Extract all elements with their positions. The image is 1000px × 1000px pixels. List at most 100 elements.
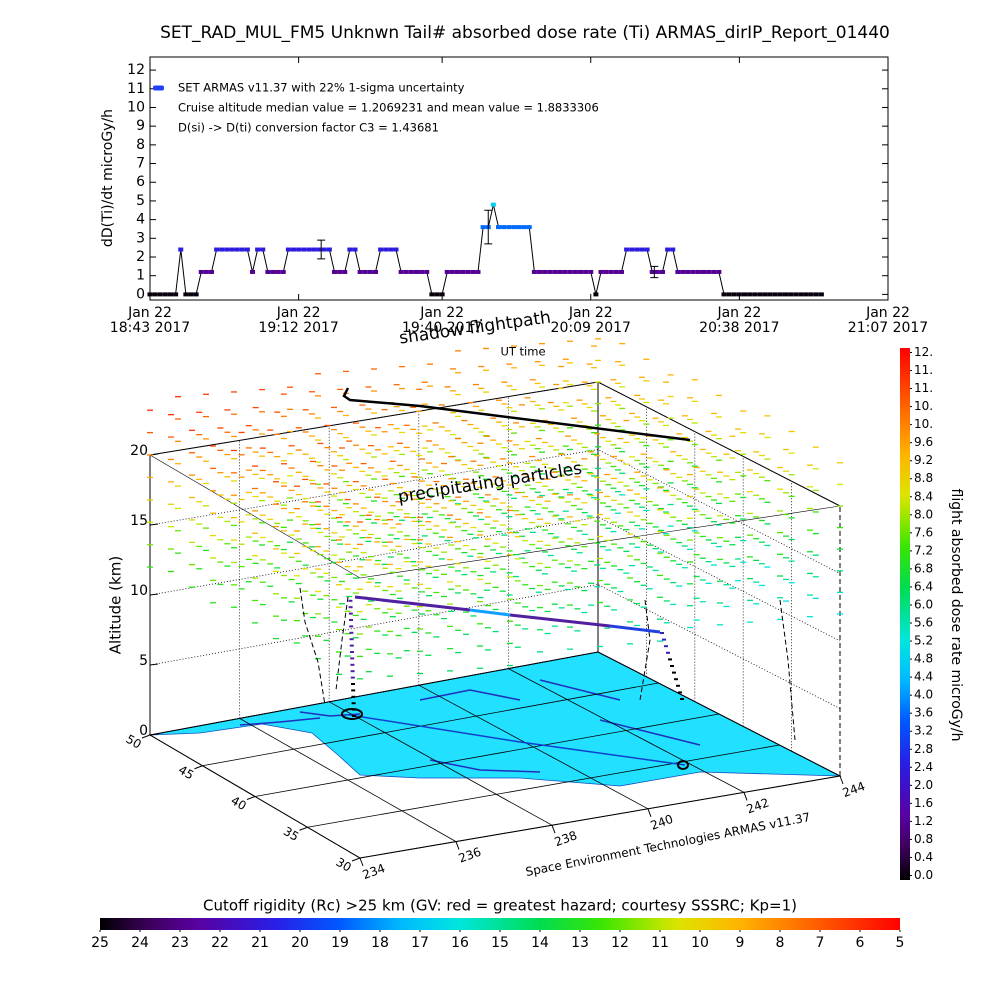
- colorbar-tick-label: 11.: [914, 381, 933, 395]
- z-grid-line: [149, 651, 841, 777]
- ascent-dot: [349, 638, 354, 641]
- data-point: [608, 269, 614, 274]
- data-point: [619, 269, 624, 274]
- projection-curve: [639, 599, 651, 701]
- colorbar-tick-label: 5.2: [914, 634, 933, 648]
- data-point: [562, 269, 568, 274]
- map-feature: [419, 689, 521, 701]
- lat-grid-line: [202, 682, 659, 767]
- data-point: [788, 292, 794, 297]
- lon-tick: [647, 808, 652, 817]
- ascent-dot: [348, 606, 353, 609]
- data-point: [542, 269, 548, 274]
- y-tick-label: 12: [127, 62, 145, 78]
- data-point: [690, 269, 696, 274]
- colorbar-tick-label: 11.: [914, 363, 933, 377]
- legend-marker: [153, 85, 164, 91]
- colorbar-label: Cutoff rigidity (Rc) >25 km (GV: red = g…: [203, 897, 797, 915]
- data-point: [183, 292, 189, 297]
- data-point: [665, 247, 671, 252]
- ascent-dot: [349, 619, 353, 621]
- ascent-dot: [348, 599, 353, 602]
- data-point: [265, 269, 271, 274]
- colorbar-tick-label: 8: [776, 935, 785, 951]
- error-bar: [650, 265, 659, 279]
- data-point: [772, 292, 778, 297]
- airport: [341, 708, 363, 720]
- ascent-dot: [351, 689, 356, 692]
- data-point: [244, 247, 250, 252]
- data-point: [311, 247, 317, 252]
- colorbar-label: flight absorbed dose rate microGy/h: [948, 489, 964, 742]
- data-point: [291, 247, 296, 252]
- data-point: [685, 269, 691, 274]
- data-point: [342, 269, 348, 274]
- colorbar-tick-label: 16: [451, 935, 469, 951]
- y-tick-label: 4: [136, 212, 145, 228]
- colorbar-tick-label: 22: [211, 935, 229, 951]
- data-point: [337, 269, 343, 274]
- data-point: [578, 269, 583, 274]
- data-point: [537, 269, 542, 274]
- data-point: [470, 269, 476, 274]
- descent-dot: [670, 665, 674, 667]
- data-point: [547, 269, 553, 274]
- colorbar-tick-label: 5.6: [914, 616, 933, 630]
- colorbar-tick-label: 8.0: [914, 507, 933, 521]
- lon-tick: [839, 775, 844, 785]
- data-point: [229, 247, 235, 252]
- flight-segment: [509, 613, 611, 628]
- data-point: [285, 247, 291, 252]
- data-point: [465, 269, 471, 274]
- data-point: [752, 292, 758, 297]
- data-point: [762, 292, 768, 297]
- data-point: [767, 292, 773, 297]
- data-point: [818, 292, 824, 297]
- descent-dot: [666, 651, 670, 654]
- data-point: [649, 269, 655, 274]
- colorbar-tick-label: 1.6: [914, 796, 933, 810]
- data-point: [209, 269, 214, 274]
- ascent-dot: [351, 683, 355, 685]
- data-point: [793, 292, 799, 297]
- data-point: [408, 269, 414, 274]
- data-point: [388, 247, 394, 252]
- data-point: [152, 292, 158, 297]
- colorbar-tick-label: 10.: [914, 417, 933, 431]
- ascent-dot: [349, 644, 354, 647]
- x-tick-label: Jan 22 18:43 2017: [109, 305, 191, 336]
- data-point: [695, 269, 701, 274]
- data-point: [701, 269, 706, 274]
- data-point: [193, 292, 199, 297]
- data-point: [239, 247, 245, 252]
- ascent-dot: [351, 702, 356, 705]
- descent-dot: [680, 698, 684, 700]
- plot-frame: [149, 56, 889, 301]
- data-point: [634, 247, 640, 252]
- ascent-dot: [350, 663, 355, 666]
- data-point: [777, 292, 783, 297]
- data-point: [173, 292, 179, 297]
- y-tick-label: 9: [136, 118, 145, 134]
- z-tick-label: 20: [130, 443, 148, 459]
- y-axis-label: dD(Ti)/dt microGy/h: [100, 109, 116, 247]
- lon-tick: [455, 841, 460, 850]
- x-tick-label: Jan 22 20:38 2017: [699, 305, 780, 336]
- colorbar-tick-label: 1.2: [914, 814, 933, 828]
- colorbar-tick-label: 9.6: [914, 435, 933, 449]
- colorbar-tick-label: 7: [816, 935, 825, 951]
- z-tick: [149, 663, 159, 666]
- lon-grid-line: [418, 684, 649, 810]
- data-point: [362, 269, 368, 274]
- data-point: [403, 269, 409, 274]
- shadow-flightpath: [342, 387, 691, 442]
- lat-tick: [299, 826, 308, 831]
- lat-tick: [351, 857, 361, 862]
- descent-dot: [674, 678, 678, 681]
- lat-tick-label: 45: [176, 763, 196, 783]
- colorbar-tick-label: 4.0: [914, 688, 933, 702]
- colorbar-tick-label: 6.0: [914, 597, 933, 611]
- colorbar-tick-label: 13: [571, 935, 589, 951]
